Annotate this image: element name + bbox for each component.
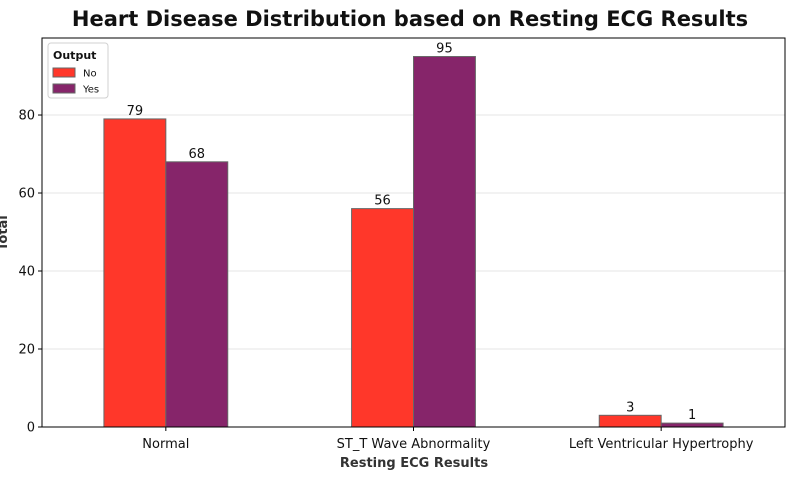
- axes-layer: 0 20 40 60 80 Normal ST_T Wave Abnormality Left…: [18, 37, 786, 452]
- legend-title: Output: [53, 49, 96, 62]
- x-tick-label: ST_T Wave Abnormality: [337, 437, 491, 452]
- x-tick-label: Left Ventricular Hypertrophy: [569, 437, 754, 452]
- legend-label-yes: Yes: [82, 85, 99, 96]
- bar-yes-1: [413, 56, 476, 428]
- legend-swatch-no: [52, 67, 76, 78]
- legend-swatch-yes: [52, 83, 76, 94]
- x-tick-label: Normal: [142, 437, 189, 452]
- chart-title: Heart Disease Distribution based on Rest…: [72, 7, 748, 31]
- x-axis-label: Resting ECG Results: [340, 456, 488, 471]
- bar-no-2: [598, 414, 662, 428]
- legend-label-no: No: [83, 69, 97, 80]
- bar-value-label: 56: [374, 194, 391, 209]
- legend: Output No Yes: [47, 42, 109, 99]
- y-tick-label: 0: [27, 421, 35, 436]
- bar-yes-2: [660, 422, 724, 428]
- bar-value-label: 3: [626, 400, 634, 415]
- y-tick-label: 20: [18, 343, 35, 358]
- bar-no-0: [103, 118, 167, 428]
- bar-no-1: [351, 208, 415, 428]
- plot-frame: [41, 37, 786, 428]
- bar-value-label: 79: [127, 104, 144, 119]
- y-tick-label: 80: [18, 109, 35, 124]
- y-tick-label: 60: [18, 187, 35, 202]
- y-tick-label: 40: [18, 265, 35, 280]
- bar-value-label: 1: [688, 408, 696, 423]
- data-labels-layer: 79 68 56 95 3 1: [127, 42, 697, 424]
- bars-layer: [103, 56, 724, 428]
- y-axis-label: Total: [0, 215, 11, 251]
- bar-value-label: 95: [436, 42, 453, 57]
- bar-value-label: 68: [189, 147, 206, 162]
- bar-yes-0: [165, 161, 229, 428]
